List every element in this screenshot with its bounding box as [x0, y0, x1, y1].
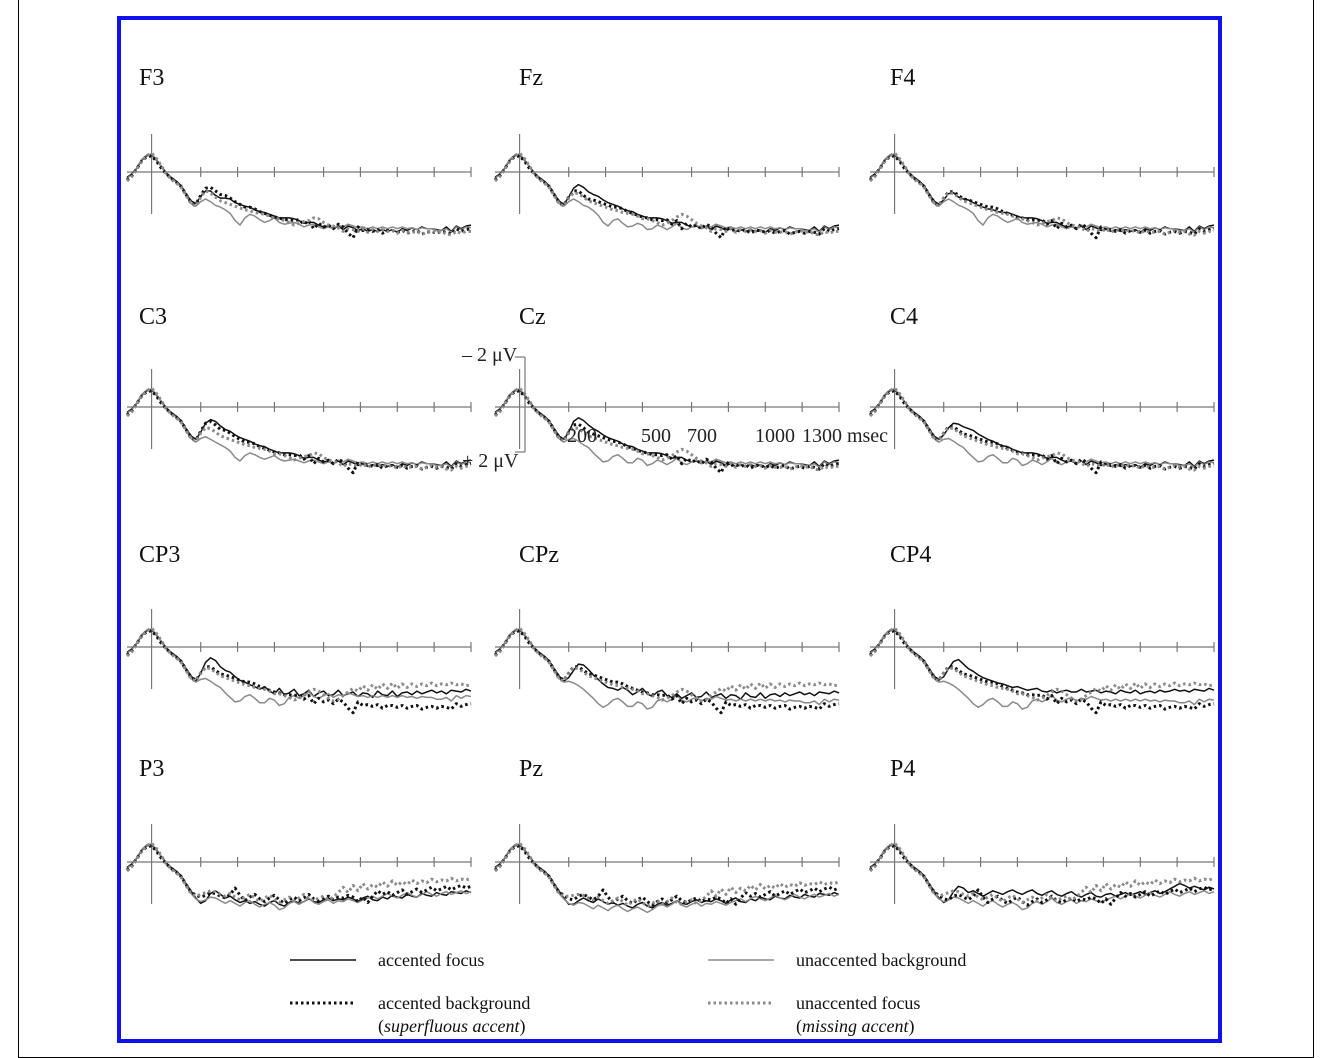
figure-border — [117, 16, 1222, 1043]
electrode-label: P4 — [890, 756, 915, 782]
panel-fz: Fz — [493, 65, 840, 240]
scale-top-label: – 2 μV — [461, 344, 518, 366]
waveform-unaccented-focus — [868, 151, 1214, 237]
legend-label: accented background — [378, 993, 530, 1013]
waveform-unaccented-focus — [125, 841, 472, 904]
waveform-unaccented-focus — [125, 626, 472, 703]
erp-panels: F3 Fz F4 C3 Cz C4 CP3 CPz CP4 P3 Pz P4 — [125, 65, 1215, 914]
waveform-unaccented-focus — [493, 626, 840, 703]
panel-p4: P4 — [868, 756, 1215, 911]
legend-item-unaccented-background: unaccented background — [708, 950, 966, 970]
waveform-unaccented-focus — [868, 386, 1214, 472]
electrode-label: CPz — [519, 542, 559, 568]
panel-pz: Pz — [493, 756, 840, 914]
electrode-label: CP3 — [139, 542, 180, 568]
x-tick-label: 1000 — [755, 425, 795, 447]
panel-c4: C4 — [868, 304, 1215, 475]
waveform-accented-background — [125, 629, 472, 715]
x-tick-label: 500 — [641, 425, 671, 447]
panel-cp3: CP3 — [125, 542, 472, 715]
panel-p3: P3 — [125, 756, 472, 911]
panel-cz: Cz — [493, 304, 840, 475]
legend-item-unaccented-focus: unaccented focus (missing accent) — [708, 993, 920, 1037]
waveform-accented-focus — [126, 154, 472, 234]
legend-sublabel: (superfluous accent) — [378, 1016, 525, 1037]
legend-item-accented-focus: accented focus — [290, 950, 484, 970]
scale-annotation: – 2 μV + 2 μV 200 500 700 1000 1300 msec — [461, 344, 888, 472]
legend-label: accented focus — [378, 950, 484, 970]
waveform-accented-background — [868, 154, 1215, 240]
electrode-label: Cz — [519, 304, 546, 330]
waveform-accented-focus — [869, 154, 1215, 234]
waveform-unaccented-focus — [493, 151, 839, 237]
panel-cp4: CP4 — [868, 542, 1215, 715]
electrode-label: C4 — [890, 304, 918, 330]
waveform-unaccented-background — [869, 843, 1215, 911]
waveform-accented-focus — [494, 629, 840, 700]
electrode-label: Fz — [519, 65, 543, 91]
electrode-label: F4 — [890, 65, 915, 91]
legend-label: unaccented focus — [796, 993, 920, 1013]
waveform-unaccented-focus — [868, 626, 1215, 703]
x-tick-label: 1300 msec — [802, 425, 888, 447]
electrode-label: F3 — [139, 65, 164, 91]
panel-f3: F3 — [125, 65, 472, 240]
waveform-unaccented-focus — [493, 841, 840, 908]
waveform-accented-background — [868, 389, 1215, 475]
panel-f4: F4 — [868, 65, 1215, 240]
waveform-unaccented-focus — [868, 841, 1215, 904]
panel-cpz: CPz — [493, 542, 840, 715]
panel-c3: C3 — [125, 304, 472, 475]
waveform-accented-background — [493, 154, 840, 240]
electrode-label: CP4 — [890, 542, 931, 568]
legend-item-accented-background: accented background (superfluous accent) — [290, 993, 530, 1037]
waveform-accented-focus — [869, 389, 1215, 469]
waveform-unaccented-background — [126, 628, 472, 707]
electrode-label: Pz — [519, 756, 543, 782]
waveform-accented-focus — [126, 629, 472, 699]
legend-label: unaccented background — [796, 950, 966, 970]
waveform-accented-focus — [869, 629, 1215, 695]
waveform-unaccented-focus — [125, 386, 471, 472]
electrode-label: P3 — [139, 756, 164, 782]
electrode-label: C3 — [139, 304, 167, 330]
legend-sublabel: (missing accent) — [796, 1016, 914, 1037]
x-tick-label: 200 — [567, 425, 597, 447]
waveform-unaccented-focus — [125, 151, 471, 237]
waveform-unaccented-focus — [493, 386, 839, 472]
x-tick-label: 700 — [687, 425, 717, 447]
scale-bottom-label: + 2 μV — [462, 450, 519, 472]
waveform-accented-background — [125, 154, 472, 240]
legend: accented focus unaccented background accen… — [290, 950, 966, 1037]
